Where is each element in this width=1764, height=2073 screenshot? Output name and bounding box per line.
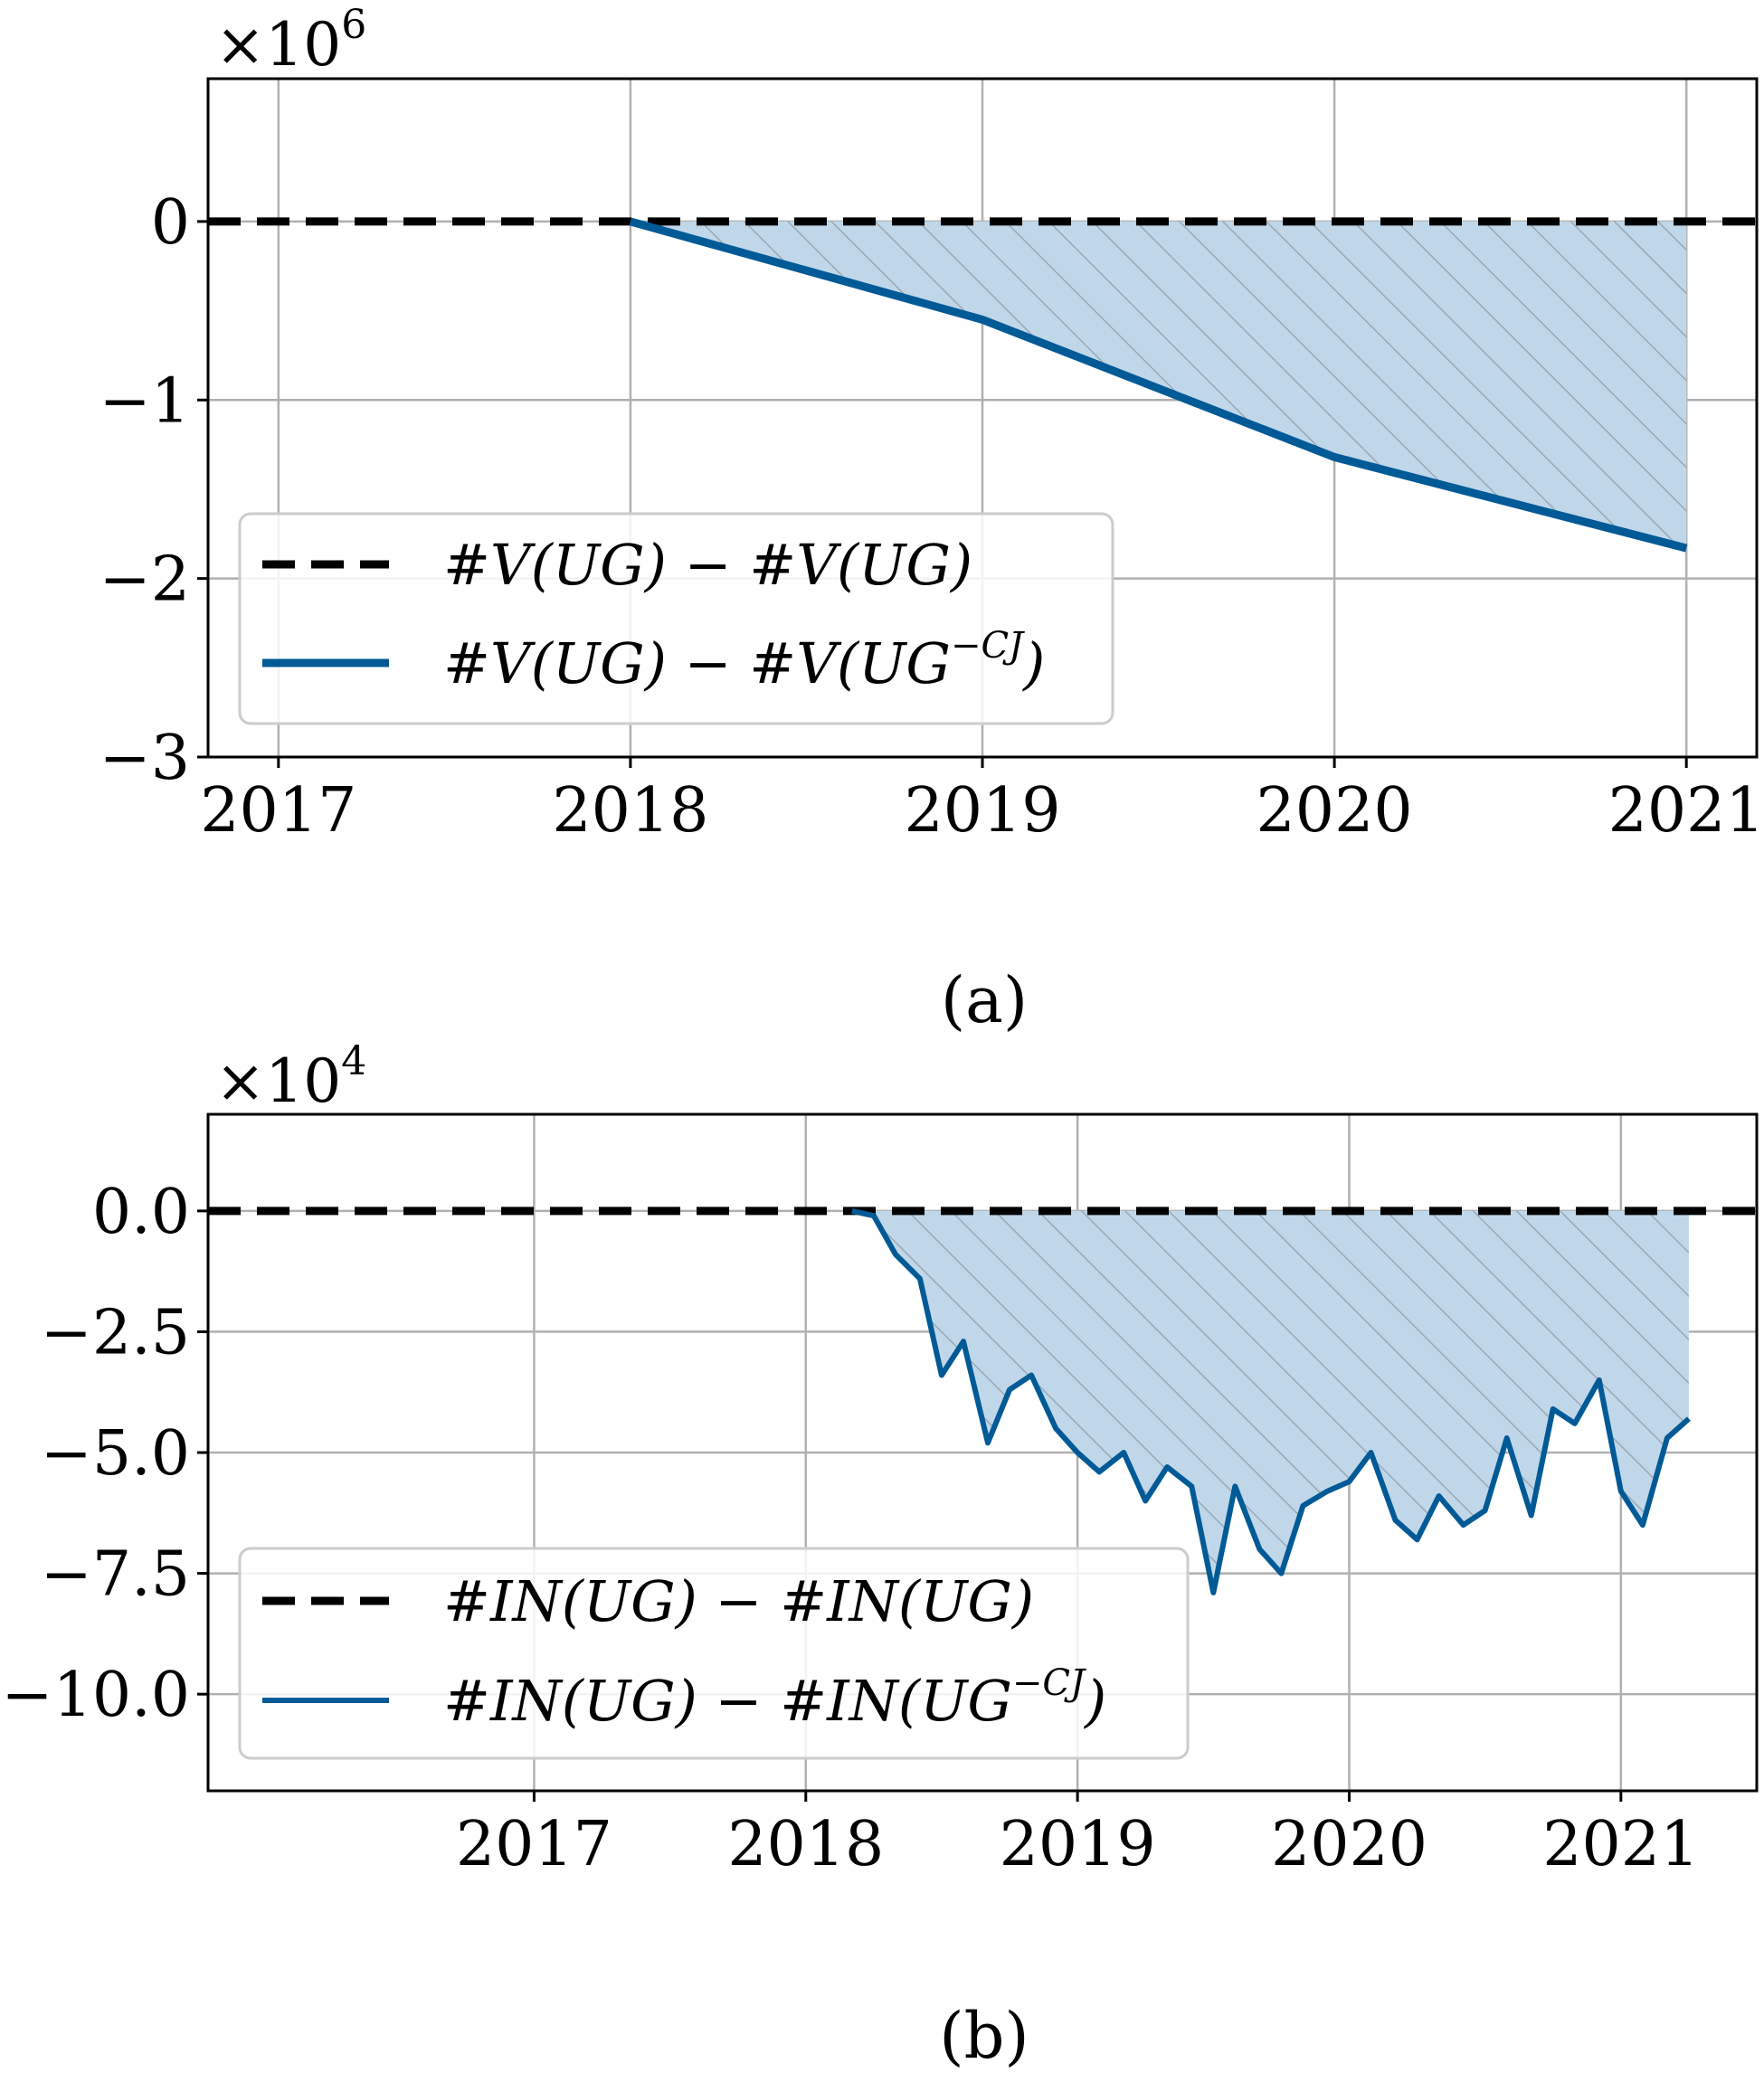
x-tick-label-a-1: 2018 (552, 775, 708, 847)
x-tick-labels-b: 2017 2018 2019 2020 2021 (456, 1791, 1699, 1880)
legend-box-a (238, 512, 1114, 725)
x-tick-label-b-3: 2020 (1271, 1809, 1427, 1880)
x-tick-label-a-0: 2017 (200, 775, 356, 847)
y-tick-labels-b: 0.0 −2.5 −5.0 −7.5 −10.0 (2, 1177, 208, 1731)
caption-b: (b) (939, 1999, 1029, 2073)
y-tick-label-b-4: −10.0 (2, 1660, 190, 1731)
legend-label-a-0: #V(UG) − #V(UG) (443, 532, 972, 598)
y-tick-label-a-1: −1 (100, 365, 190, 437)
legend-box-b (238, 1547, 1190, 1760)
y-tick-label-a-3: −3 (100, 723, 190, 794)
y-tick-label-b-1: −2.5 (41, 1297, 190, 1368)
legend-b: #IN(UG) − #IN(UG) #IN(UG) − #IN(UG−CJ) (238, 1547, 1190, 1760)
y-tick-label-b-2: −5.0 (41, 1418, 190, 1490)
y-multiplier-b: ×104 (215, 1038, 366, 1116)
legend-a: #V(UG) − #V(UG) #V(UG) − #V(UG−CJ) (238, 512, 1114, 725)
legend-label-b-0: #IN(UG) − #IN(UG) (443, 1568, 1034, 1634)
x-tick-labels-a: 2017 2018 2019 2020 2021 (200, 757, 1764, 847)
y-tick-label-b-3: −7.5 (41, 1539, 190, 1611)
series-line-b-cj (851, 1207, 1691, 1595)
fill-area-b (851, 1210, 1689, 1593)
x-tick-label-b-1: 2018 (727, 1809, 884, 1880)
y-multiplier-a: ×106 (215, 2, 366, 80)
x-tick-label-b-0: 2017 (456, 1809, 612, 1880)
y-tick-label-b-0: 0.0 (92, 1177, 190, 1248)
legend-label-b-1: #IN(UG) − #IN(UG−CJ) (443, 1662, 1106, 1734)
chart-panel-a: 2017 2018 2019 2020 2021 0 −1 −2 −3 ×106 #V(UG)… (100, 2, 1764, 847)
x-tick-label-b-2: 2019 (1000, 1809, 1156, 1880)
series-line-a-cj (629, 217, 1688, 553)
y-tick-labels-a: 0 −1 −2 −3 (100, 187, 208, 794)
x-tick-label-a-2: 2019 (904, 775, 1060, 847)
y-tick-label-a-0: 0 (151, 187, 190, 259)
caption-a: (a) (941, 963, 1028, 1037)
chart-panel-b: 2017 2018 2019 2020 2021 0.0 −2.5 −5.0 −7.5 −10.… (2, 1038, 1759, 1880)
legend-label-a-1: #V(UG) − #V(UG−CJ) (443, 625, 1045, 696)
x-tick-label-a-3: 2020 (1257, 775, 1413, 847)
y-tick-label-a-2: −2 (100, 544, 190, 616)
x-tick-label-b-4: 2021 (1542, 1809, 1699, 1880)
x-tick-label-a-4: 2021 (1608, 775, 1764, 847)
